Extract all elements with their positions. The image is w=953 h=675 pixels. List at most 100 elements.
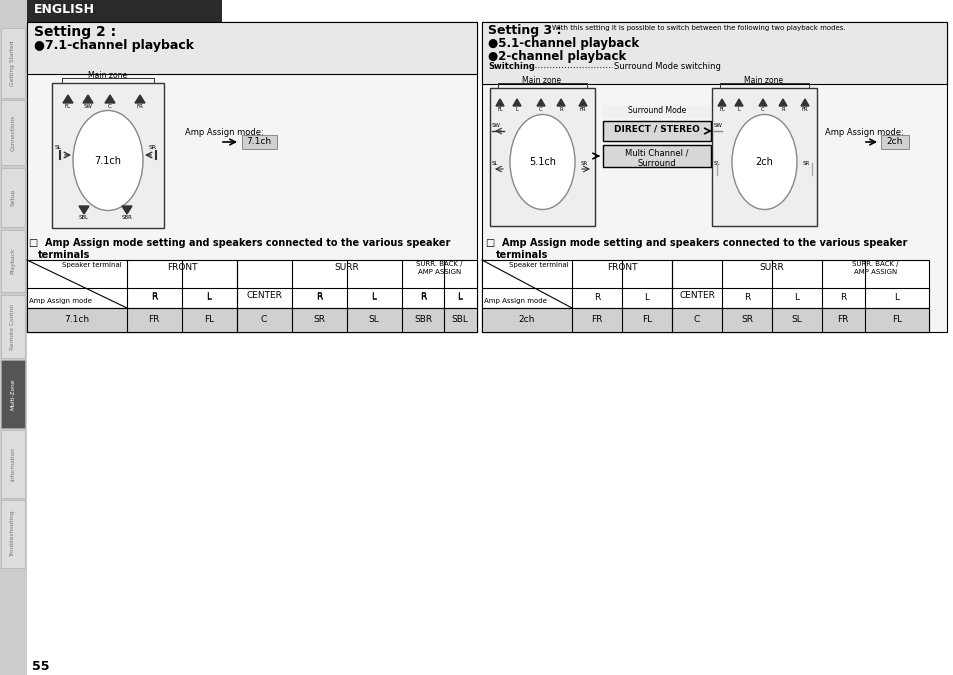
Text: SURR: SURR	[759, 263, 783, 273]
Text: SBL: SBL	[451, 315, 468, 325]
Text: SL: SL	[791, 315, 801, 325]
Bar	[52, 83, 164, 228]
Text: FR: FR	[136, 104, 143, 109]
Text: ●7.1-channel playback: ●7.1-channel playback	[34, 39, 193, 52]
Text: Information: Information	[10, 447, 15, 481]
Text: L: L	[371, 292, 376, 301]
Text: C: C	[693, 315, 700, 325]
Bar	[490, 88, 595, 226]
Text: Setting 3 :: Setting 3 :	[488, 24, 561, 37]
Text: L: L	[206, 293, 212, 302]
Bar	[1, 295, 25, 358]
Text: Speaker terminal: Speaker terminal	[62, 262, 122, 268]
Text: C: C	[538, 107, 542, 112]
Text: Speaker terminal: Speaker terminal	[509, 262, 568, 268]
Text: Main zone: Main zone	[743, 76, 782, 85]
Bar	[1, 360, 25, 428]
Text: C: C	[260, 315, 267, 325]
Text: Getting Started: Getting Started	[10, 40, 15, 86]
Text: SR: SR	[802, 161, 809, 166]
Bar	[1, 500, 25, 568]
Polygon shape	[537, 99, 544, 106]
Bar	[242, 135, 276, 149]
Text: C: C	[760, 107, 764, 112]
Text: SL: SL	[713, 161, 720, 166]
Text: FRONT: FRONT	[606, 263, 637, 273]
Text: FL: FL	[891, 315, 902, 325]
Bar	[880, 135, 908, 149]
Text: Main zone: Main zone	[522, 76, 561, 85]
Text: SR: SR	[740, 315, 752, 325]
Text: FL: FL	[204, 315, 213, 325]
Bar	[0, 0, 27, 675]
Text: Multi-Zone: Multi-Zone	[10, 378, 15, 410]
Text: SR: SR	[149, 145, 157, 150]
Polygon shape	[496, 99, 503, 106]
Text: Playback: Playback	[10, 248, 15, 274]
Text: L: L	[457, 292, 462, 301]
Polygon shape	[135, 95, 145, 103]
Text: FR: FR	[148, 315, 159, 325]
Bar	[711, 88, 816, 226]
Text: FL: FL	[65, 104, 71, 109]
Text: FL: FL	[641, 315, 652, 325]
Text: Setup: Setup	[10, 189, 15, 206]
Text: □  Amp Assign mode setting and speakers connected to the various speaker: □ Amp Assign mode setting and speakers c…	[29, 238, 450, 248]
Text: SL: SL	[492, 161, 498, 166]
Text: R: R	[315, 292, 322, 301]
Polygon shape	[578, 99, 586, 106]
Text: R: R	[419, 292, 426, 301]
Bar	[602, 105, 710, 118]
Text: Multi Channel /
Surround: Multi Channel / Surround	[624, 148, 688, 168]
Text: FL: FL	[497, 107, 502, 112]
Text: Main zone: Main zone	[89, 71, 128, 80]
Text: L: L	[206, 292, 212, 301]
Bar	[1, 28, 25, 98]
Text: Surround Mode switching: Surround Mode switching	[614, 62, 720, 71]
Text: 2ch: 2ch	[886, 137, 902, 146]
Bar	[27, 22, 476, 332]
Polygon shape	[557, 99, 564, 106]
Polygon shape	[718, 99, 725, 106]
Text: Amp Assign mode:: Amp Assign mode:	[185, 128, 263, 137]
Text: With this setting it is possible to switch between the following two playback mo: With this setting it is possible to swit…	[552, 25, 844, 31]
Text: FL: FL	[719, 107, 724, 112]
Text: L: L	[371, 293, 376, 302]
Bar	[1, 100, 25, 165]
Bar	[1, 168, 25, 227]
Text: terminals: terminals	[496, 250, 548, 260]
Ellipse shape	[510, 115, 575, 209]
Text: Troubleshooting: Troubleshooting	[10, 511, 15, 558]
Text: FR: FR	[591, 315, 602, 325]
Ellipse shape	[73, 111, 143, 211]
Text: L: L	[515, 107, 517, 112]
Bar	[481, 308, 928, 332]
Text: SR: SR	[313, 315, 325, 325]
Bar	[1, 430, 25, 498]
Text: R: R	[594, 293, 599, 302]
Text: SURR: SURR	[335, 263, 359, 273]
Text: R: R	[151, 292, 157, 301]
Bar	[27, 260, 476, 332]
Text: R: R	[781, 107, 784, 112]
Ellipse shape	[731, 115, 796, 209]
Text: FR: FR	[837, 315, 848, 325]
Text: 7.1ch: 7.1ch	[246, 137, 272, 146]
Bar	[27, 0, 222, 22]
Text: DIRECT / STEREO: DIRECT / STEREO	[614, 124, 700, 133]
Text: R: R	[558, 107, 562, 112]
Polygon shape	[122, 206, 132, 214]
Polygon shape	[83, 95, 92, 103]
Bar	[27, 22, 476, 74]
Text: SL: SL	[55, 145, 62, 150]
Text: ●5.1-channel playback: ●5.1-channel playback	[488, 37, 639, 50]
Polygon shape	[801, 99, 808, 106]
Text: 2ch: 2ch	[518, 315, 535, 325]
Text: Amp Assign mode:: Amp Assign mode:	[824, 128, 902, 137]
Text: Remote Control: Remote Control	[10, 304, 15, 350]
Text: Surround Mode: Surround Mode	[627, 106, 685, 115]
Text: L: L	[737, 107, 740, 112]
Polygon shape	[779, 99, 786, 106]
Text: 55: 55	[32, 660, 50, 673]
Text: R: R	[315, 293, 322, 302]
